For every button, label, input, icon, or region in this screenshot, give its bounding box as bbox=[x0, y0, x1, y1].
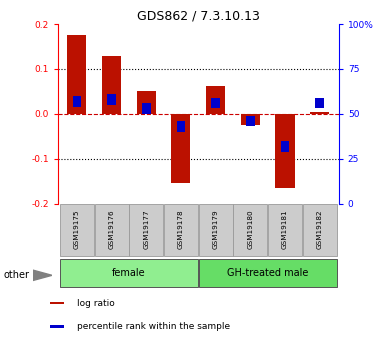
Bar bbox=[206, 86, 225, 114]
Bar bbox=[60, 259, 198, 287]
Text: GH-treated male: GH-treated male bbox=[227, 268, 308, 278]
Bar bbox=[171, 114, 191, 184]
Text: GSM19177: GSM19177 bbox=[143, 209, 149, 249]
Title: GDS862 / 7.3.10.13: GDS862 / 7.3.10.13 bbox=[137, 10, 260, 23]
Text: female: female bbox=[112, 268, 146, 278]
Bar bbox=[246, 116, 254, 126]
Text: GSM19182: GSM19182 bbox=[317, 209, 323, 249]
Bar bbox=[164, 204, 198, 256]
Bar bbox=[233, 204, 267, 256]
Bar bbox=[281, 141, 289, 151]
Bar bbox=[50, 302, 64, 304]
Bar bbox=[95, 204, 129, 256]
Bar bbox=[303, 204, 337, 256]
Polygon shape bbox=[33, 270, 52, 280]
Text: GSM19178: GSM19178 bbox=[178, 209, 184, 249]
Text: percentile rank within the sample: percentile rank within the sample bbox=[77, 322, 230, 331]
Text: GSM19179: GSM19179 bbox=[213, 209, 219, 249]
Bar bbox=[50, 325, 64, 328]
Text: GSM19181: GSM19181 bbox=[282, 209, 288, 249]
Bar bbox=[315, 98, 324, 108]
Text: GSM19175: GSM19175 bbox=[74, 209, 80, 249]
Bar bbox=[60, 204, 94, 256]
Bar bbox=[67, 36, 86, 114]
Bar bbox=[107, 94, 116, 105]
Text: GSM19180: GSM19180 bbox=[247, 209, 253, 249]
Bar bbox=[211, 98, 220, 108]
Bar bbox=[199, 204, 233, 256]
Bar bbox=[241, 114, 260, 125]
Bar bbox=[137, 91, 156, 114]
Bar bbox=[177, 121, 185, 132]
Text: other: other bbox=[4, 270, 30, 280]
Bar bbox=[142, 103, 151, 114]
Bar bbox=[310, 112, 329, 114]
Bar bbox=[199, 259, 337, 287]
Text: log ratio: log ratio bbox=[77, 299, 115, 308]
Bar bbox=[129, 204, 163, 256]
Bar bbox=[268, 204, 302, 256]
Text: GSM19176: GSM19176 bbox=[109, 209, 114, 249]
Bar bbox=[102, 56, 121, 114]
Bar bbox=[72, 96, 81, 107]
Bar bbox=[276, 114, 295, 188]
